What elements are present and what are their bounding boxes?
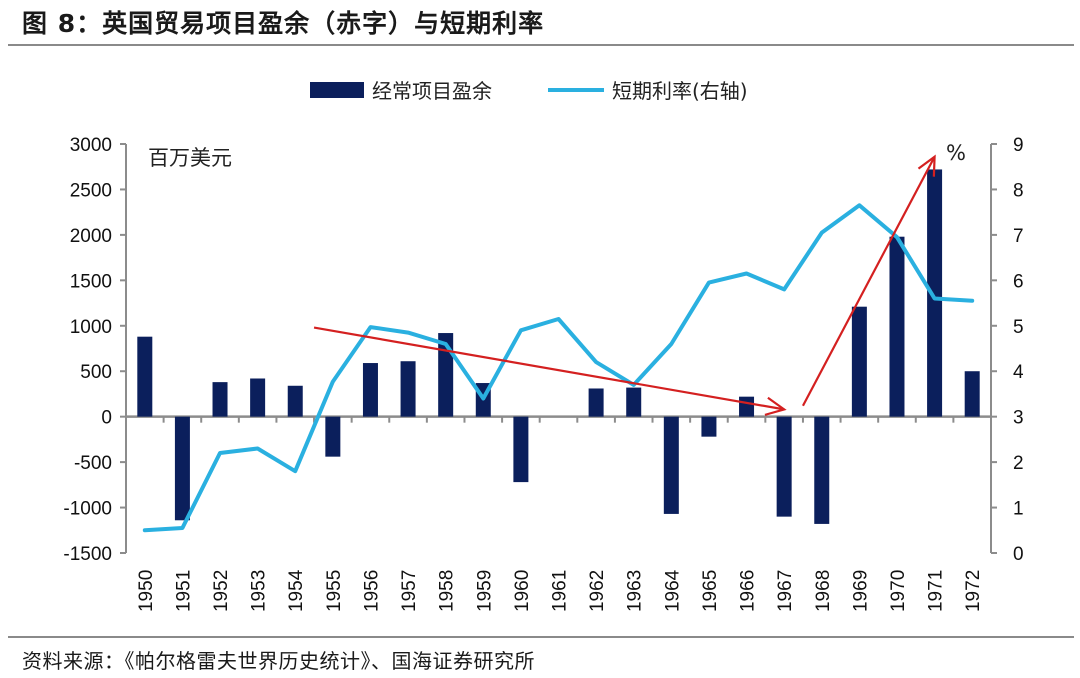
bar-1969 (851, 306, 867, 417)
left-axis-tick-label: 2500 (70, 180, 112, 201)
x-axis-tick-label: 1955 (324, 570, 345, 612)
right-axis-tick-label: 0 (1013, 544, 1024, 565)
x-axis-tick-label: 1959 (474, 570, 495, 612)
right-axis-tick-label: 6 (1013, 271, 1024, 292)
bar-1956 (362, 363, 378, 417)
bar-1971 (927, 169, 943, 417)
x-axis-tick-label: 1951 (173, 570, 194, 612)
left-axis-tick-label: 2000 (70, 226, 112, 247)
left-axis-tick-label: -500 (74, 453, 112, 474)
x-axis-tick-label: 1957 (399, 570, 420, 612)
legend-label-line: 短期利率(右轴) (612, 79, 748, 103)
bar-1950 (137, 336, 153, 417)
right-axis-tick-label: 9 (1013, 135, 1024, 156)
x-axis-tick-label: 1958 (437, 570, 458, 612)
bar-1951 (174, 416, 190, 521)
bar-1952 (212, 382, 228, 417)
bar-1965 (701, 416, 717, 437)
chart-title: 图 8：英国贸易项目盈余（赤字）与短期利率 (22, 9, 545, 38)
source-divider (8, 636, 1074, 638)
left-axis-tick-label: 1500 (70, 271, 112, 292)
bar-1966 (739, 396, 755, 417)
x-axis-tick-label: 1962 (587, 570, 608, 612)
x-axis-tick-label: 1954 (286, 569, 307, 612)
x-axis-tick-label: 1968 (813, 570, 834, 612)
trend-arrow-head-1 (764, 396, 787, 416)
left-axis-unit: 百万美元 (148, 146, 232, 170)
right-axis-tick-label: 7 (1013, 226, 1024, 247)
right-axis-unit: % (946, 141, 966, 165)
x-axis-tick-label: 1967 (775, 570, 796, 612)
right-axis-tick-label: 5 (1013, 317, 1024, 338)
source-note: 资料来源：《帕尔格雷夫世界历史统计》、国海证券研究所 (22, 649, 535, 673)
bar-1970 (889, 236, 905, 417)
trend-arrow-head-2 (917, 154, 936, 177)
x-axis-tick-label: 1965 (700, 570, 721, 612)
x-axis-tick-label: 1969 (850, 570, 871, 612)
bar-1967 (776, 416, 792, 517)
legend-label-bar: 经常项目盈余 (372, 79, 492, 103)
bar-1972 (964, 371, 980, 417)
right-axis-tick-label: 1 (1013, 499, 1024, 520)
left-axis-tick-label: 1000 (70, 317, 112, 338)
trend-arrow-2 (801, 156, 936, 407)
bar-1964 (663, 416, 679, 514)
x-axis-tick-label: 1972 (963, 570, 984, 612)
bar-1963 (626, 387, 642, 417)
x-axis-tick-label: 1956 (361, 570, 382, 612)
x-axis-tick-label: 1953 (249, 570, 270, 612)
bar-1960 (513, 416, 529, 483)
bar-1953 (250, 378, 266, 417)
left-axis-tick-label: 500 (80, 362, 112, 383)
bar-1954 (287, 385, 303, 417)
x-axis-tick-label: 1963 (625, 570, 646, 612)
x-axis-tick-label: 1971 (926, 570, 947, 612)
x-axis-tick-label: 1952 (211, 570, 232, 612)
bar-1957 (400, 361, 416, 417)
x-axis-tick-label: 1970 (888, 570, 909, 612)
left-axis-tick-label: -1500 (63, 544, 112, 565)
legend: 经常项目盈余 短期利率(右轴) (310, 79, 748, 103)
trend-arrow-1 (313, 326, 785, 411)
right-axis-tick-label: 3 (1013, 408, 1024, 429)
left-axis-tick-label: -1000 (63, 499, 112, 520)
x-axis-tick-label: 1960 (512, 570, 533, 612)
interest-rate-line (142, 203, 975, 533)
bar-1962 (588, 388, 604, 417)
bar-1968 (814, 416, 830, 524)
x-axis-tick-label: 1950 (136, 570, 157, 612)
left-axis-tick-label: 0 (101, 408, 112, 429)
right-axis-tick-label: 2 (1013, 453, 1024, 474)
x-axis-tick-label: 1961 (550, 570, 571, 612)
x-axis-tick-label: 1966 (738, 570, 759, 612)
bar-1958 (438, 333, 454, 417)
bar-1955 (325, 416, 341, 457)
legend-bar-swatch (310, 82, 364, 98)
x-axis-tick-label: 1964 (662, 569, 683, 612)
title-divider (8, 44, 1074, 46)
right-axis-tick-label: 4 (1013, 362, 1024, 383)
right-axis-tick-label: 8 (1013, 180, 1024, 201)
left-axis-tick-label: 3000 (70, 135, 112, 156)
